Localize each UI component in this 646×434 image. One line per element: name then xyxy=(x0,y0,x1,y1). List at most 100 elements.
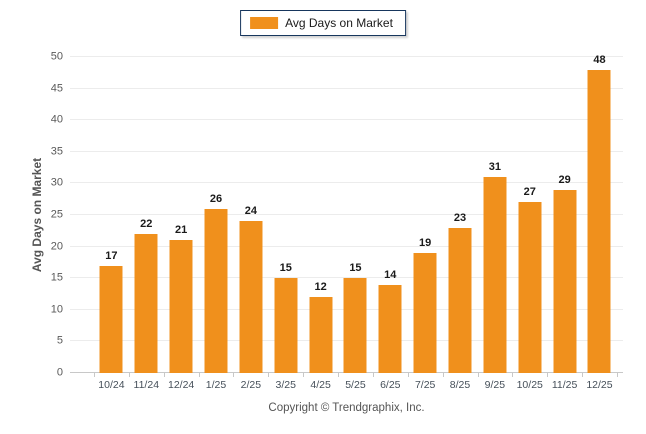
bar-group-9/25: 31 9/25 xyxy=(477,57,512,390)
y-tick-label: 0 xyxy=(56,366,63,379)
x-tick-label: 10/24 xyxy=(98,379,125,391)
bar-value-label: 23 xyxy=(453,211,467,224)
copyright: Copyright © Trendgraphix, Inc. xyxy=(268,402,425,414)
x-axis-tick xyxy=(233,373,235,377)
bar-value-label: 19 xyxy=(419,236,432,249)
bar-value-label: 29 xyxy=(558,173,571,186)
gridline-45 xyxy=(70,87,623,89)
gridline-40 xyxy=(70,119,623,121)
bar xyxy=(239,221,263,373)
x-axis-tick xyxy=(163,373,165,377)
bar-group-12/24: 21 12/24 xyxy=(164,57,199,390)
x-tick-label: 2/25 xyxy=(240,379,262,391)
bar xyxy=(343,278,367,373)
bar xyxy=(169,240,193,373)
x-axis-tick xyxy=(477,373,479,377)
y-tick-label: 20 xyxy=(50,240,63,253)
bar xyxy=(204,208,228,373)
y-tick-label: 30 xyxy=(50,176,63,189)
gridline-25 xyxy=(70,214,623,215)
bar-group-10/24: 17 10/24 xyxy=(94,57,129,390)
y-tick-label: 15 xyxy=(50,271,63,284)
bar-value-label: 17 xyxy=(105,249,118,262)
bar xyxy=(99,265,123,373)
x-axis-tick xyxy=(372,373,374,377)
x-axis-tick xyxy=(198,373,200,377)
y-tick-label: 50 xyxy=(50,50,63,63)
bar-value-label: 27 xyxy=(523,186,536,199)
bar xyxy=(518,202,542,373)
bar xyxy=(413,252,437,373)
bar xyxy=(448,227,472,373)
x-tick-label: 7/25 xyxy=(414,379,436,391)
bar xyxy=(274,278,298,373)
bar-group-6/25: 14 6/25 xyxy=(373,57,408,390)
bar xyxy=(309,297,333,373)
gridline-35 xyxy=(70,150,623,152)
bar-group-12/25: 48 12/25 xyxy=(582,53,617,390)
x-axis-tick xyxy=(94,373,95,377)
y-tick-label: 5 xyxy=(56,334,63,347)
x-tick-label: 12/25 xyxy=(586,379,613,391)
bar-group-1/25: 26 1/25 xyxy=(199,57,234,390)
legend: Avg Days on Market xyxy=(240,10,406,36)
x-tick-label: 12/24 xyxy=(168,379,195,391)
bar-value-label: 21 xyxy=(175,224,188,237)
bar-group-7/25: 19 7/25 xyxy=(408,57,443,390)
x-axis-tick xyxy=(582,373,584,377)
y-tick-label: 35 xyxy=(50,145,63,158)
bar-group-8/25: 23 8/25 xyxy=(443,57,478,390)
gridline-20 xyxy=(70,245,623,247)
x-tick-label: 11/24 xyxy=(133,379,160,391)
bar-value-label: 22 xyxy=(140,217,153,230)
bar-group-5/25: 15 5/25 xyxy=(338,57,373,390)
bar-value-label: 24 xyxy=(244,205,257,218)
bar-value-label: 15 xyxy=(279,262,292,275)
bar-group-3/25: 15 3/25 xyxy=(268,57,303,390)
bar xyxy=(587,69,611,373)
x-axis-tick xyxy=(512,373,514,377)
bar xyxy=(378,284,402,373)
bar-value-label: 31 xyxy=(488,161,501,174)
x-axis-tick xyxy=(128,373,130,377)
bar-group-10/25: 27 10/25 xyxy=(512,57,547,390)
bar-group-11/24: 22 11/24 xyxy=(129,57,164,390)
x-axis-tick xyxy=(303,373,305,377)
legend-swatch xyxy=(250,17,279,29)
x-axis-tick xyxy=(617,373,618,377)
x-axis-tick xyxy=(407,373,409,377)
x-tick-label: 3/25 xyxy=(275,379,296,391)
y-axis-title: Avg Days on Market xyxy=(30,157,44,273)
gridline-50 xyxy=(70,56,623,57)
x-tick-label: 5/25 xyxy=(345,379,366,391)
x-axis-tick xyxy=(268,373,270,377)
plot-area: 0 5 10 15 20 25 30 35 40 45 50 17 10/24 22 11/24 21 12/… xyxy=(51,51,623,390)
bar-value-label: 48 xyxy=(593,53,606,66)
x-tick-label: 1/25 xyxy=(205,379,227,391)
y-tick-label: 40 xyxy=(50,113,63,126)
x-tick-label: 6/25 xyxy=(380,379,401,391)
bar xyxy=(483,177,507,373)
bar-group-2/25: 24 2/25 xyxy=(233,57,268,390)
x-tick-label: 10/25 xyxy=(516,379,543,391)
x-tick-label: 8/25 xyxy=(449,379,471,391)
x-axis-tick xyxy=(547,373,549,377)
y-tick-label: 45 xyxy=(50,82,63,95)
y-tick-label: 10 xyxy=(50,303,63,316)
y-tick-label: 25 xyxy=(50,208,63,221)
x-axis-tick xyxy=(338,373,340,377)
legend-label: Avg Days on Market xyxy=(285,16,393,30)
bar xyxy=(134,233,158,373)
bar-value-label: 15 xyxy=(349,262,362,275)
x-tick-label: 11/25 xyxy=(551,379,578,391)
bar-value-label: 26 xyxy=(209,192,223,205)
x-tick-label: 9/25 xyxy=(484,379,506,391)
bars-layer: 17 10/24 22 11/24 21 12/24 26 1/25 24 2/25 15 3/25 1… xyxy=(94,53,618,390)
bar-group-11/25: 29 11/25 xyxy=(547,57,582,390)
bar-group-4/25: 12 4/25 xyxy=(303,57,338,390)
gridline-15 xyxy=(70,277,623,279)
x-axis-tick xyxy=(442,373,444,377)
bar xyxy=(553,189,577,373)
gridline-30 xyxy=(70,182,623,184)
